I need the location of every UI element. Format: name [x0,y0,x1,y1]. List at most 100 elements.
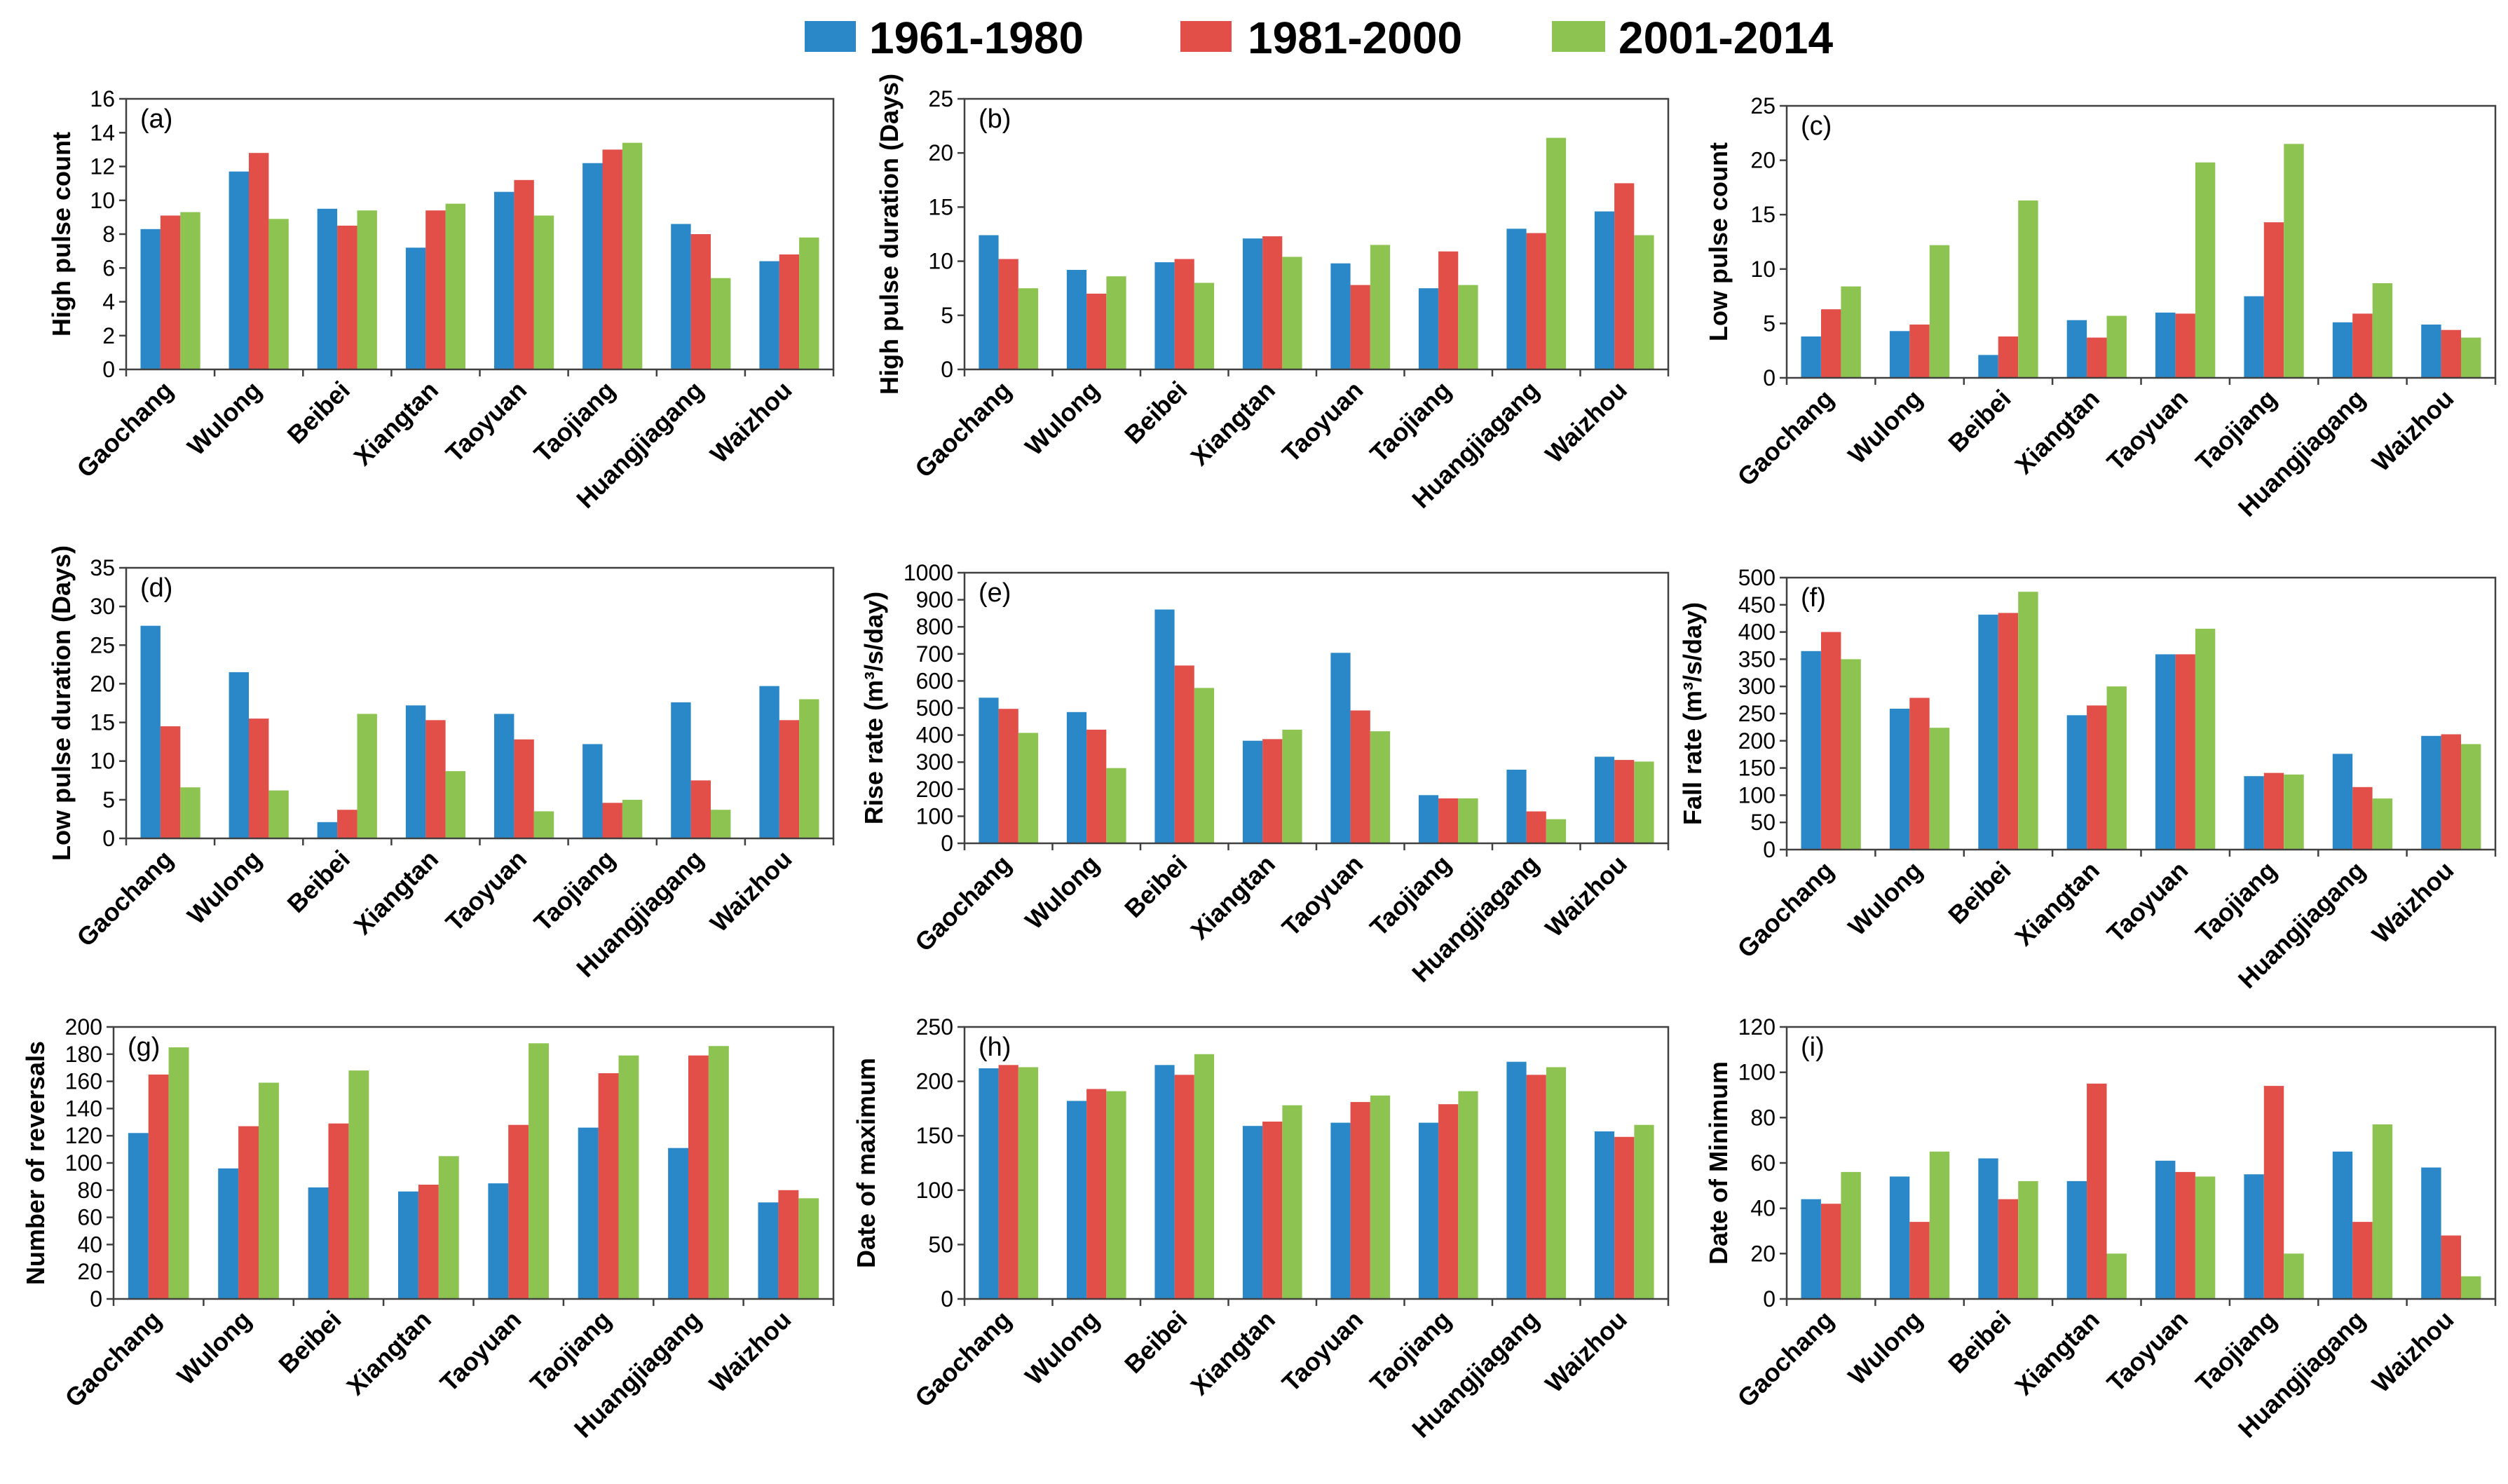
bar-waizhou-2001-2014 [2461,1276,2481,1299]
y-tick-label: 25 [1750,93,1776,118]
bar-huangjiagang-2001-2014 [2372,798,2393,850]
bar-gaochang-1961-1980 [979,697,999,843]
bar-taoyuan-2001-2014 [1370,1095,1391,1299]
y-tick-label: 25 [928,86,953,111]
bar-taoyuan-1961-1980 [2155,312,2176,378]
bar-xiangtan-1961-1980 [2066,320,2087,378]
bar-wulong-1961-1980 [218,1168,239,1299]
bar-gaochang-1961-1980 [1801,336,1821,378]
bar-taojiang-1961-1980 [582,744,603,838]
bar-beibei-1981-2000 [1174,665,1194,843]
bar-waizhou-2001-2014 [798,1198,819,1299]
bar-taojiang-1981-2000 [602,149,622,369]
bar-waizhou-1961-1980 [1594,211,1615,369]
bar-waizhou-2001-2014 [1634,1124,1654,1299]
y-tick-label: 0 [90,1286,102,1312]
y-tick-label: 15 [90,710,115,735]
bar-beibei-1981-2000 [1174,259,1194,369]
y-tick-label: 200 [916,777,953,802]
bar-huangjiagang-1961-1980 [671,224,691,369]
y-tick-label: 20 [77,1259,102,1284]
bar-xiangtan-1981-2000 [2087,1083,2107,1299]
bar-gaochang-1961-1980 [979,1068,999,1299]
y-tick-label: 4 [102,290,115,315]
y-tick-label: 100 [1738,782,1776,808]
bar-taoyuan-1961-1980 [1330,1122,1351,1299]
bar-wulong-2001-2014 [1106,768,1126,843]
y-axis-title: Low pulse count [1704,142,1733,341]
bar-wulong-1961-1980 [1066,1101,1087,1299]
bar-gaochang-2001-2014 [1018,733,1039,843]
y-tick-label: 14 [90,120,115,145]
bar-gaochang-2001-2014 [1841,659,1861,850]
bar-waizhou-1961-1980 [2421,325,2441,378]
bar-taoyuan-1981-2000 [508,1124,529,1299]
y-tick-label: 5 [102,787,115,812]
bar-taoyuan-1981-2000 [1350,1102,1370,1299]
y-tick-label: 80 [1750,1105,1776,1130]
y-tick-label: 120 [1738,1014,1776,1040]
bar-gaochang-2001-2014 [180,212,200,369]
bar-wulong-1981-2000 [238,1126,259,1299]
y-tick-label: 0 [941,357,953,382]
y-tick-label: 0 [1763,1286,1776,1312]
bar-taojiang-1981-2000 [2263,222,2284,378]
bar-taojiang-1981-2000 [598,1073,619,1299]
bar-xiangtan-1961-1980 [405,247,426,369]
bar-wulong-1981-2000 [249,719,269,838]
bar-beibei-1961-1980 [1978,614,1998,850]
bar-gaochang-1961-1980 [1801,1199,1821,1299]
bar-taoyuan-2001-2014 [1370,245,1391,369]
bar-gaochang-1981-2000 [998,259,1018,369]
bar-waizhou-1961-1980 [758,1202,779,1299]
y-tick-label: 30 [90,594,115,619]
bar-huangjiagang-1981-2000 [2352,787,2373,850]
y-tick-label: 180 [65,1042,102,1067]
bar-waizhou-1961-1980 [2421,1167,2441,1299]
bar-beibei-1961-1980 [1154,1065,1175,1299]
bar-taojiang-2001-2014 [618,1055,639,1299]
y-tick-label: 15 [928,194,953,219]
bar-taojiang-2001-2014 [622,799,643,838]
bar-beibei-1961-1980 [1978,1158,1998,1299]
bar-taoyuan-1981-2000 [514,179,534,369]
bar-huangjiagang-2001-2014 [1546,1067,1567,1299]
y-tick-label: 20 [90,671,115,696]
bar-beibei-1981-2000 [337,225,357,369]
bar-beibei-1981-2000 [1998,613,2019,850]
bar-gaochang-2001-2014 [180,787,200,838]
y-tick-label: 20 [1750,1241,1776,1266]
bar-huangjiagang-1981-2000 [688,1055,709,1299]
y-tick-label: 500 [1738,565,1776,590]
bar-waizhou-1981-2000 [2441,1235,2461,1299]
bar-huangjiagang-1961-1980 [1506,229,1527,369]
bar-taoyuan-2001-2014 [1370,731,1391,843]
bar-waizhou-2001-2014 [1634,235,1654,369]
bar-gaochang-1981-2000 [1821,1204,1841,1299]
bar-taojiang-1981-2000 [2263,772,2284,850]
bar-gaochang-1981-2000 [998,1065,1018,1299]
y-tick-label: 800 [916,614,953,639]
bar-wulong-1961-1980 [1066,270,1087,369]
bar-xiangtan-1981-2000 [425,210,446,369]
y-tick-label: 16 [90,86,115,111]
bar-wulong-1961-1980 [229,171,249,369]
bar-taojiang-2001-2014 [1458,798,1478,843]
bar-xiangtan-2001-2014 [1282,257,1302,369]
bar-gaochang-1981-2000 [1821,309,1841,378]
bar-huangjiagang-1981-2000 [1526,811,1546,843]
bar-taoyuan-1981-2000 [1350,710,1370,843]
bar-waizhou-1961-1980 [759,261,779,369]
bar-taojiang-1961-1980 [582,163,603,369]
bar-huangjiagang-1981-2000 [2352,1222,2373,1299]
bar-beibei-2001-2014 [357,210,377,369]
bar-taojiang-1961-1980 [1418,795,1439,843]
bar-wulong-1961-1980 [1889,1176,1910,1299]
bar-beibei-1961-1980 [1154,262,1175,369]
bar-waizhou-1981-2000 [2441,329,2461,378]
bar-beibei-1961-1980 [1154,609,1175,843]
y-tick-label: 100 [916,803,953,829]
y-tick-label: 25 [90,632,115,658]
bar-xiangtan-2001-2014 [438,1156,459,1299]
bar-beibei-1961-1980 [317,822,338,838]
